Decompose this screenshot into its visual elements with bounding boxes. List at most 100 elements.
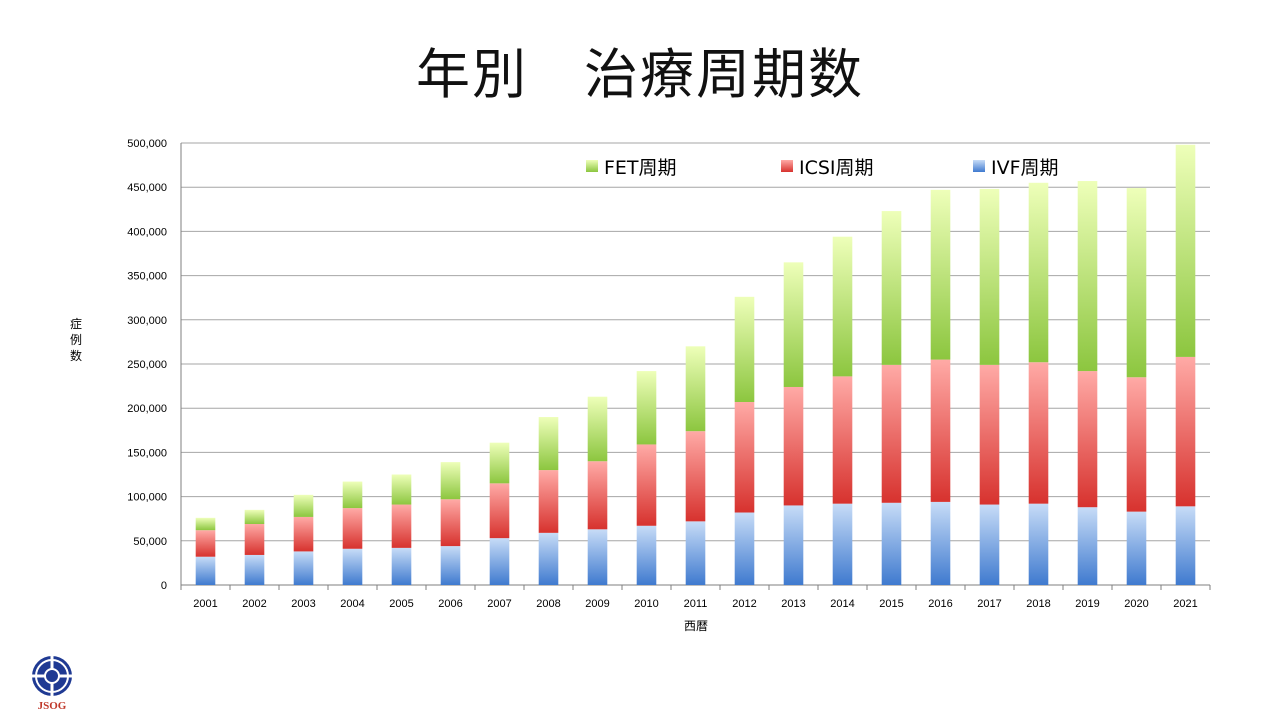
bar-fet-2007 [489,442,510,484]
x-axis-title: 西暦 [684,619,708,633]
x-tick-label: 2004 [340,598,364,610]
bar-fet-2016 [930,189,951,360]
bar-fet-2003 [293,494,314,517]
bar-ivf-2013 [783,505,804,585]
x-tick-label: 2012 [732,598,756,610]
bar-icsi-2014 [832,376,853,504]
bar-ivf-2001 [195,556,216,585]
y-tick-label: 250,000 [127,359,167,371]
x-tick-label: 2021 [1173,598,1197,610]
y-tick-label: 450,000 [127,182,167,194]
x-tick-label: 2016 [928,598,952,610]
bar-fet-2017 [979,188,1000,365]
bar-ivf-2007 [489,538,510,585]
y-axis-title: 症例数 [70,316,82,363]
bar-icsi-2019 [1077,371,1098,508]
bar-icsi-2006 [440,499,461,547]
legend: FET周期 ICSI周期 IVF周期 [586,157,1059,179]
legend-swatch-ivf [973,160,985,172]
x-tick-label: 2010 [634,598,658,610]
x-tick-label: 2017 [977,598,1001,610]
bar-fet-2011 [685,346,706,432]
bar-ivf-2011 [685,521,706,585]
bar-fet-2001 [195,517,216,531]
bar-ivf-2010 [636,525,657,585]
bar-fet-2015 [881,211,902,365]
y-tick-label: 150,000 [127,447,167,459]
bar-fet-2013 [783,262,804,387]
x-tick-label: 2005 [389,598,413,610]
bar-ivf-2017 [979,504,1000,585]
bar-ivf-2005 [391,547,412,585]
bar-fet-2020 [1126,188,1147,378]
bar-fet-2010 [636,371,657,445]
slide-title: 年別 治療周期数 [416,43,864,106]
x-tick-label: 2011 [684,598,708,610]
x-tick-label: 2003 [291,598,315,610]
bar-ivf-2015 [881,502,902,585]
bar-ivf-2012 [734,512,755,585]
y-tick-label: 50,000 [133,536,167,548]
bar-ivf-2004 [342,548,363,585]
x-tick-label: 2009 [585,598,609,610]
y-tick-label: 300,000 [127,315,167,327]
bar-fet-2014 [832,236,853,377]
bar-ivf-2003 [293,551,314,585]
y-tick-label: 500,000 [127,138,167,150]
bar-fet-2004 [342,481,363,509]
x-tick-label: 2006 [438,598,462,610]
bar-ivf-2002 [244,554,265,585]
y-tick-label: 200,000 [127,403,167,415]
y-tick-label: 0 [161,580,167,592]
axes: 0 50,000 100,000 150,000 200,000 250,000 300,0… [127,138,1211,610]
bar-icsi-2017 [979,364,1000,505]
y-tick-label: 100,000 [127,492,167,504]
bar-ivf-2009 [587,529,608,585]
bar-icsi-2021 [1175,356,1196,507]
bar-icsi-2015 [881,364,902,503]
x-tick-label: 2015 [879,598,903,610]
legend-label-icsi: ICSI周期 [799,157,874,179]
bar-icsi-2010 [636,444,657,526]
x-tick-label: 2014 [830,598,854,610]
x-tick-label: 2008 [536,598,560,610]
svg-text:JSOG: JSOG [38,700,67,712]
bar-fet-2006 [440,462,461,500]
x-tick-label: 2002 [242,598,266,610]
stacked-bar-chart: 0 50,000 100,000 150,000 200,000 250,000 300,0… [70,138,1211,633]
x-tick-label: 2018 [1026,598,1050,610]
bar-icsi-2011 [685,431,706,522]
bar-ivf-2021 [1175,506,1196,585]
bar-icsi-2002 [244,524,265,555]
bar-icsi-2004 [342,508,363,549]
bars [195,144,1196,585]
legend-swatch-icsi [781,160,793,172]
bar-fet-2008 [538,417,559,471]
bar-icsi-2007 [489,483,510,539]
bar-fet-2009 [587,396,608,462]
x-tick-label: 2020 [1124,598,1148,610]
bar-ivf-2014 [832,503,853,585]
bar-fet-2012 [734,296,755,403]
bar-icsi-2020 [1126,377,1147,512]
bar-icsi-2003 [293,516,314,552]
bar-icsi-2018 [1028,362,1049,504]
jsog-logo: JSOG [32,656,72,712]
bar-fet-2018 [1028,182,1049,363]
bar-fet-2002 [244,509,265,525]
bar-icsi-2008 [538,470,559,533]
bar-ivf-2019 [1077,507,1098,585]
bar-icsi-2016 [930,359,951,502]
bar-icsi-2013 [783,386,804,506]
legend-label-fet: FET周期 [604,157,677,179]
bar-fet-2019 [1077,181,1098,372]
bar-fet-2021 [1175,144,1196,357]
y-tick-label: 350,000 [127,271,167,283]
x-tick-label: 2019 [1075,598,1099,610]
x-tick-label: 2007 [487,598,511,610]
x-tick-label: 2013 [781,598,805,610]
bar-icsi-2012 [734,402,755,513]
legend-swatch-fet [586,160,598,172]
bar-icsi-2001 [195,530,216,557]
bar-icsi-2009 [587,461,608,530]
